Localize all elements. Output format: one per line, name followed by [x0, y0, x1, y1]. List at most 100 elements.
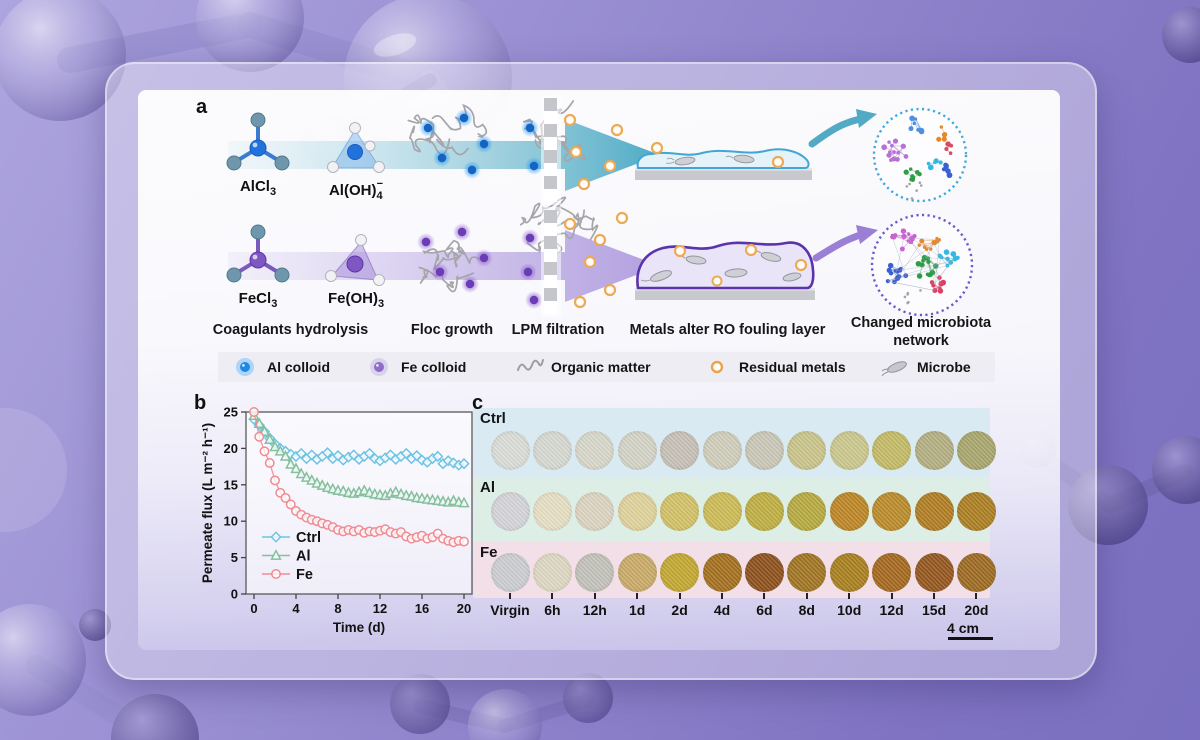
- membrane-sample-al-6h: [532, 491, 572, 531]
- col-label-1d: 1d: [629, 602, 646, 618]
- membrane-sample-ctrl-2d: [660, 430, 700, 470]
- organic-matter-icon: [517, 359, 544, 371]
- membrane-sample-fe-12d: [872, 552, 912, 592]
- svg-text:25: 25: [224, 405, 238, 420]
- legend-item-organic-matter: Organic matter: [514, 352, 651, 382]
- scale-bar-label: 4 cm: [947, 620, 979, 636]
- fe-microbiota-network: [870, 213, 974, 317]
- membrane-sample-fe-4d: [702, 552, 742, 592]
- svg-text:Time (d): Time (d): [333, 620, 385, 635]
- stage-metals-alter-ro: Metals alter RO fouling layer: [629, 322, 826, 338]
- membrane-sample-fe-12h: [575, 552, 615, 592]
- stage-floc-growth: Floc growth: [410, 322, 494, 338]
- panel-b-label: b: [194, 392, 207, 414]
- membrane-sample-fe-Virgin: [490, 552, 530, 592]
- fecl3-molecule-icon: [226, 224, 290, 283]
- row-label-ctrl: Ctrl: [480, 410, 506, 427]
- membrane-sample-fe-2d: [660, 552, 700, 592]
- aloh4-label: Al(OH)4−: [328, 178, 384, 202]
- fe-curved-arrow: [812, 225, 878, 262]
- col-tick-12h: [593, 593, 596, 599]
- col-tick-6d: [763, 593, 766, 599]
- fecl3-label: FeCl3: [238, 290, 278, 310]
- membrane-sample-fe-1d: [617, 552, 657, 592]
- membrane-sample-al-2d: [660, 491, 700, 531]
- panel-c-label: c: [472, 392, 484, 414]
- membrane-sample-al-1d: [617, 491, 657, 531]
- legend-label-al-colloid: Al colloid: [267, 359, 330, 375]
- membrane-sample-al-8d: [787, 491, 827, 531]
- series-fe: [249, 407, 469, 548]
- membrane-sample-al-6d: [744, 491, 784, 531]
- col-label-6h: 6h: [544, 602, 561, 618]
- col-tick-10d: [848, 593, 851, 599]
- lpm-membrane-top: [541, 95, 561, 205]
- col-tick-6h: [551, 593, 554, 599]
- col-tick-Virgin: [509, 593, 511, 599]
- stage-changed-microbiota: Changed microbiota network: [850, 315, 992, 349]
- fe-floc: [417, 196, 599, 309]
- svg-text:8: 8: [334, 601, 341, 616]
- feoh3-molecule-icon: [325, 234, 385, 286]
- svg-text:16: 16: [415, 601, 429, 616]
- svg-text:0: 0: [231, 587, 238, 602]
- svg-text:Fe: Fe: [296, 567, 313, 583]
- scale-bar-line: [948, 637, 993, 640]
- col-tick-4d: [721, 593, 723, 599]
- al-curved-arrow: [808, 109, 877, 148]
- col-label-20d: 20d: [964, 602, 989, 618]
- membrane-sample-ctrl-Virgin: [490, 430, 530, 470]
- al-fouling-layer: [635, 141, 812, 180]
- legend-item-microbe: Microbe: [880, 352, 971, 382]
- membrane-sample-al-15d: [914, 491, 954, 531]
- legend-item-residual-metals: Residual metals: [702, 352, 846, 382]
- col-label-8d: 8d: [798, 602, 815, 618]
- molecule-right: [0, 7, 1200, 545]
- svg-text:5: 5: [231, 550, 238, 565]
- fe-colloid-icon: [370, 358, 388, 376]
- svg-text:12: 12: [373, 601, 387, 616]
- legend-label-residual-metals: Residual metals: [739, 359, 846, 375]
- residual-metals-icon: [710, 360, 724, 374]
- al-colloid-icon: [236, 358, 254, 376]
- permeate-flux-chart: 0 5 10 15 20 25 0 4 8 12 16 20 Time (d) Permeate flux…: [200, 405, 473, 635]
- membrane-photo-panel: Ctrl Al Fe Virgin 6h 12h 1d 2d 4d 6d 8d 10d 12d 15d 20…: [470, 396, 1000, 648]
- alcl3-molecule-icon: [226, 112, 290, 171]
- legend-label-microbe: Microbe: [917, 359, 971, 375]
- aloh4-molecule-icon: [327, 122, 385, 173]
- fe-fouling-layer: [635, 241, 815, 300]
- col-label-6d: 6d: [756, 602, 773, 618]
- col-label-15d: 15d: [921, 602, 947, 618]
- al-microbiota-network: [872, 107, 968, 203]
- membrane-sample-fe-10d: [829, 552, 869, 592]
- membrane-sample-fe-8d: [787, 552, 827, 592]
- legend-label-fe-colloid: Fe colloid: [401, 359, 467, 375]
- membrane-sample-fe-6h: [532, 552, 572, 592]
- legend-item-al-colloid: Al colloid: [230, 352, 330, 382]
- row-label-fe: Fe: [480, 544, 498, 561]
- membrane-sample-ctrl-10d: [829, 430, 869, 470]
- col-tick-12d: [890, 593, 893, 599]
- col-label-4d: 4d: [713, 602, 731, 618]
- col-label-10d: 10d: [837, 602, 862, 618]
- residual-metal-dots-top: [563, 113, 624, 191]
- svg-text:Ctrl: Ctrl: [296, 530, 321, 546]
- svg-text:0: 0: [250, 601, 257, 616]
- membrane-sample-al-Virgin: [490, 491, 530, 531]
- membrane-sample-al-10d: [829, 491, 869, 531]
- membrane-sample-ctrl-20d: [956, 430, 996, 470]
- membrane-sample-al-20d: [956, 491, 996, 531]
- row-label-al: Al: [480, 479, 495, 496]
- membrane-sample-ctrl-12d: [872, 430, 912, 470]
- col-label-Virgin: Virgin: [490, 602, 530, 618]
- membrane-sample-al-4d: [702, 491, 742, 531]
- panel-a-label: a: [196, 96, 208, 118]
- svg-text:Permeate flux (L m⁻² h⁻¹): Permeate flux (L m⁻² h⁻¹): [200, 423, 215, 583]
- col-tick-1d: [636, 593, 639, 599]
- membrane-sample-al-12d: [872, 491, 912, 531]
- col-tick-8d: [805, 593, 808, 599]
- svg-text:20: 20: [457, 601, 471, 616]
- al-floc: [407, 100, 586, 179]
- membrane-sample-ctrl-12h: [575, 430, 615, 470]
